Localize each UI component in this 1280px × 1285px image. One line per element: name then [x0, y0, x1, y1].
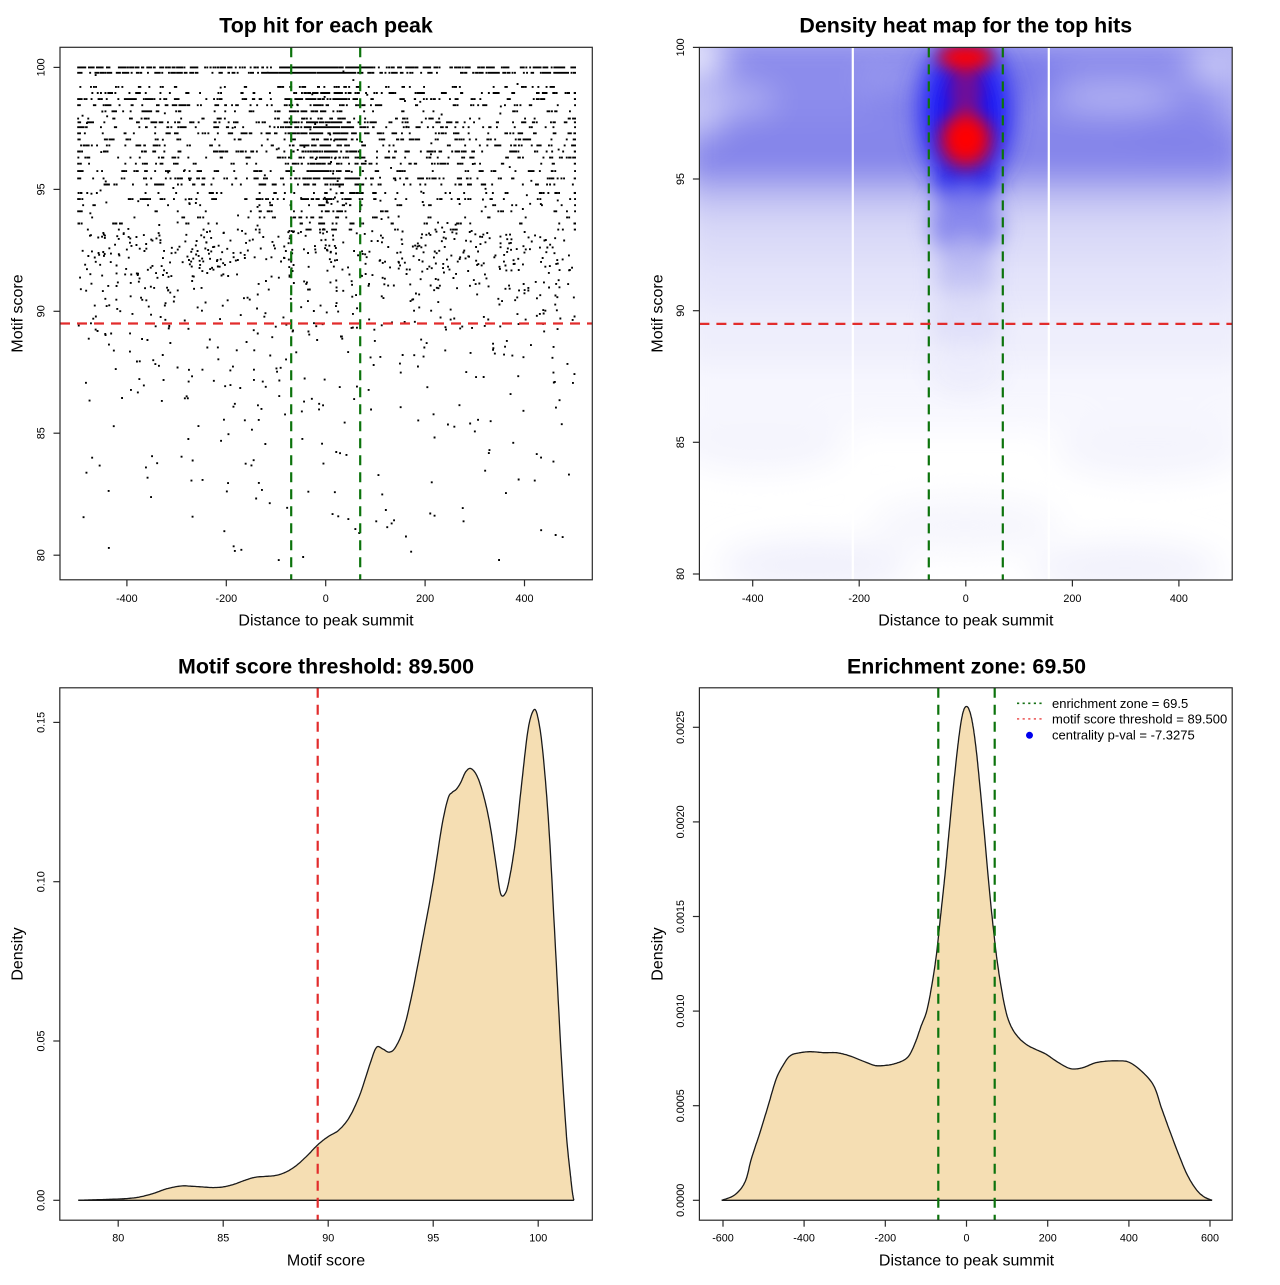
svg-text:95: 95 [675, 173, 687, 185]
svg-text:0.15: 0.15 [35, 712, 47, 733]
svg-text:90: 90 [36, 305, 48, 317]
svg-text:Top hit for each peak: Top hit for each peak [219, 13, 433, 37]
svg-text:motif score threshold = 89.500: motif score threshold = 89.500 [1052, 711, 1227, 726]
svg-text:0.00: 0.00 [35, 1190, 47, 1211]
svg-text:90: 90 [675, 305, 687, 317]
svg-text:-200: -200 [848, 593, 870, 605]
svg-text:-200: -200 [215, 593, 237, 605]
svg-text:80: 80 [36, 549, 48, 561]
svg-text:0.0010: 0.0010 [675, 995, 687, 1028]
svg-text:Motif score: Motif score [287, 1253, 365, 1270]
svg-text:-400: -400 [742, 593, 764, 605]
svg-text:centrality p-val = -7.3275: centrality p-val = -7.3275 [1052, 727, 1195, 742]
svg-text:0.10: 0.10 [35, 871, 47, 892]
svg-text:0: 0 [963, 593, 969, 605]
svg-text:Enrichment zone: 69.50: Enrichment zone: 69.50 [847, 654, 1086, 678]
svg-text:-600: -600 [712, 1233, 734, 1245]
svg-text:400: 400 [515, 593, 533, 605]
svg-text:-200: -200 [874, 1233, 896, 1245]
svg-text:Distance to peak summit: Distance to peak summit [238, 612, 414, 629]
svg-text:600: 600 [1201, 1233, 1219, 1245]
svg-text:enrichment zone = 69.5: enrichment zone = 69.5 [1052, 696, 1188, 711]
svg-text:0.0005: 0.0005 [675, 1089, 687, 1122]
svg-text:80: 80 [675, 568, 687, 580]
svg-text:Distance to peak summit: Distance to peak summit [879, 1253, 1055, 1270]
svg-text:0: 0 [323, 593, 329, 605]
svg-text:Distance to peak summit: Distance to peak summit [878, 612, 1054, 629]
svg-text:95: 95 [36, 183, 48, 195]
svg-text:100: 100 [675, 38, 687, 56]
svg-text:85: 85 [36, 427, 48, 439]
svg-text:200: 200 [1039, 1233, 1057, 1245]
svg-text:0.0000: 0.0000 [675, 1184, 687, 1217]
svg-text:100: 100 [36, 58, 48, 76]
svg-text:0.0020: 0.0020 [675, 805, 687, 838]
svg-text:400: 400 [1120, 1233, 1138, 1245]
svg-text:85: 85 [675, 436, 687, 448]
svg-text:0.0025: 0.0025 [675, 711, 687, 744]
svg-text:0.0015: 0.0015 [675, 900, 687, 933]
svg-text:Motif score: Motif score [649, 274, 666, 352]
svg-text:Density: Density [649, 927, 666, 980]
svg-text:90: 90 [322, 1233, 334, 1245]
svg-text:Motif score: Motif score [9, 274, 26, 352]
svg-text:Motif score threshold: 89.500: Motif score threshold: 89.500 [178, 654, 474, 678]
svg-text:-400: -400 [793, 1233, 815, 1245]
svg-text:Density: Density [9, 927, 26, 980]
svg-text:100: 100 [529, 1233, 547, 1245]
svg-text:0.05: 0.05 [35, 1030, 47, 1051]
svg-text:200: 200 [1063, 593, 1081, 605]
svg-text:200: 200 [416, 593, 434, 605]
svg-text:0: 0 [963, 1233, 969, 1245]
svg-text:400: 400 [1170, 593, 1188, 605]
svg-text:80: 80 [112, 1233, 124, 1245]
svg-text:-400: -400 [116, 593, 138, 605]
svg-text:85: 85 [217, 1233, 229, 1245]
svg-text:95: 95 [427, 1233, 439, 1245]
svg-text:Density heat map for the top h: Density heat map for the top hits [799, 13, 1132, 37]
